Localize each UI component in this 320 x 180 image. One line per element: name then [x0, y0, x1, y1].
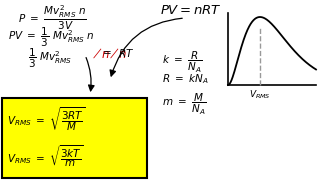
FancyBboxPatch shape: [2, 98, 147, 178]
Text: $m\ =\ \dfrac{M}{N_A}$: $m\ =\ \dfrac{M}{N_A}$: [162, 92, 207, 117]
Text: $\not{n}$: $\not{n}$: [110, 47, 127, 61]
Text: $\not{n}$: $\not{n}$: [93, 47, 110, 61]
Text: $V_{RMS}\ =\ \sqrt{\dfrac{3RT}{M}}$: $V_{RMS}\ =\ \sqrt{\dfrac{3RT}{M}}$: [7, 106, 85, 134]
Text: $PV = nRT$: $PV = nRT$: [160, 4, 222, 17]
Text: $\dfrac{1}{3}\ Mv^2_{RMS}$: $\dfrac{1}{3}\ Mv^2_{RMS}$: [28, 47, 72, 70]
Text: $=$: $=$: [100, 47, 112, 56]
Text: $P\ =\ \dfrac{Mv^2_{RMS}\ n}{3V}$: $P\ =\ \dfrac{Mv^2_{RMS}\ n}{3V}$: [18, 4, 87, 32]
Text: $k\ =\ \dfrac{R}{N_A}$: $k\ =\ \dfrac{R}{N_A}$: [162, 50, 203, 75]
Text: $V_{RMS}\ =\ \sqrt{\dfrac{3kT}{m}}$: $V_{RMS}\ =\ \sqrt{\dfrac{3kT}{m}}$: [7, 144, 84, 170]
Text: $R\ =\ kN_A$: $R\ =\ kN_A$: [162, 72, 209, 86]
Text: $RT$: $RT$: [118, 47, 134, 59]
Text: $V_{RMS}$: $V_{RMS}$: [249, 88, 271, 100]
Text: $PV\ =\ \dfrac{1}{3}\ Mv^2_{RMS}\ n$: $PV\ =\ \dfrac{1}{3}\ Mv^2_{RMS}\ n$: [8, 26, 95, 49]
